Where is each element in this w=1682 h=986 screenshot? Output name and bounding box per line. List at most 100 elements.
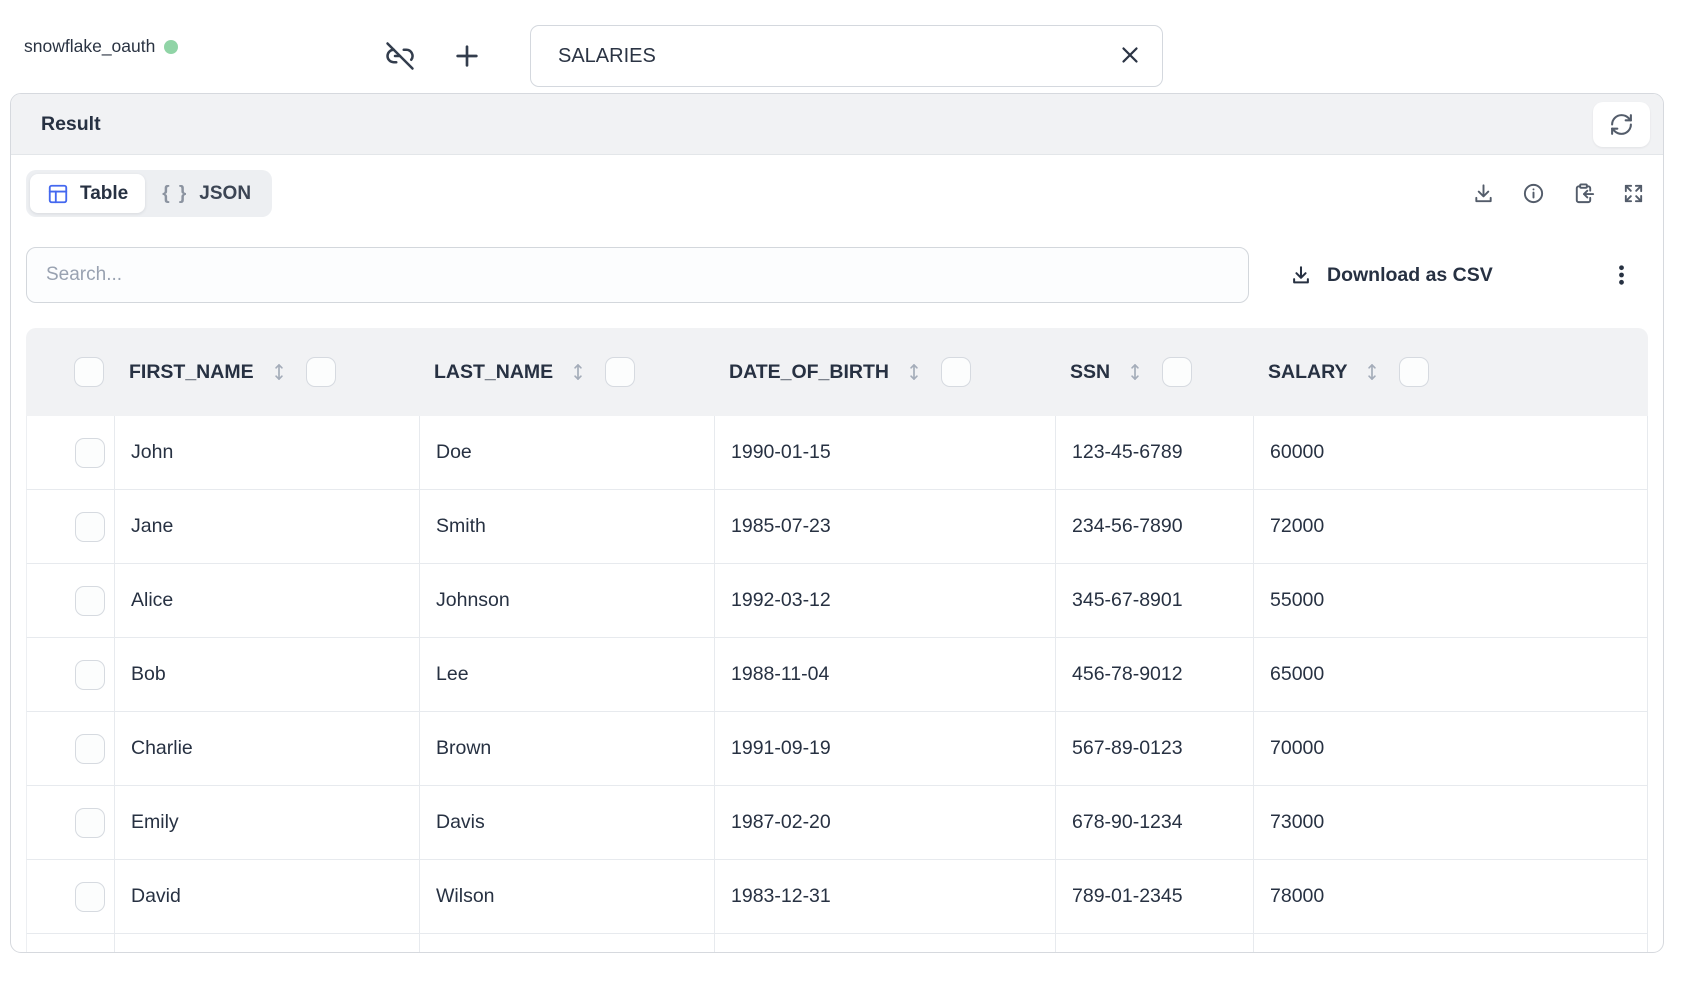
tab-json-label: JSON xyxy=(199,182,252,204)
cell-first_name: David xyxy=(114,860,419,933)
add-connection-button[interactable] xyxy=(450,39,484,73)
checkbox-cell xyxy=(27,934,114,952)
top-bar: snowflake_oauth xyxy=(0,0,1682,93)
sort-icon xyxy=(1131,364,1139,380)
expand-icon xyxy=(1624,184,1643,203)
table-row xyxy=(26,934,1649,952)
download-csv-label: Download as CSV xyxy=(1327,263,1493,286)
clipboard-paste-icon xyxy=(1575,183,1595,204)
table-row[interactable]: Alice Johnson 1992-03-12 345-67-8901 55000 xyxy=(26,564,1648,638)
column-checkbox[interactable] xyxy=(1162,357,1193,387)
column-header-ssn: SSN xyxy=(1054,328,1252,416)
cell-salary: 65000 xyxy=(1253,638,1649,711)
checkbox-cell xyxy=(26,328,113,416)
sort-button[interactable] xyxy=(568,361,588,383)
cell-empty xyxy=(1253,934,1649,952)
checkbox-cell xyxy=(27,860,114,933)
checkbox-cell xyxy=(27,786,114,859)
column-label: LAST_NAME xyxy=(434,360,554,383)
cell-last_name: Johnson xyxy=(419,564,714,637)
sort-button[interactable] xyxy=(1362,361,1382,383)
clear-table-name-button[interactable] xyxy=(1115,41,1145,71)
select-all-checkbox[interactable] xyxy=(74,357,104,387)
sort-icon xyxy=(1368,364,1377,380)
cell-first_name: Jane xyxy=(114,490,419,563)
tab-json[interactable]: { } JSON xyxy=(145,174,268,213)
copy-to-clipboard-button[interactable] xyxy=(1572,182,1595,205)
sort-button[interactable] xyxy=(269,361,289,383)
cell-first_name: John xyxy=(114,416,419,489)
cell-last_name: Davis xyxy=(419,786,714,859)
tab-table[interactable]: Table xyxy=(30,174,146,213)
cell-ssn: 567-89-0123 xyxy=(1055,712,1253,785)
column-checkbox[interactable] xyxy=(305,357,336,387)
table-name-field xyxy=(530,25,1163,87)
connection-selector[interactable]: snowflake_oauth xyxy=(24,0,179,93)
more-options-button[interactable] xyxy=(1608,260,1634,290)
table-row[interactable]: Bob Lee 1988-11-04 456-78-9012 65000 xyxy=(26,638,1648,712)
cell-salary: 78000 xyxy=(1253,860,1649,933)
download-icon xyxy=(1475,184,1492,203)
table-row[interactable]: David Wilson 1983-12-31 789-01-2345 78000 xyxy=(26,860,1648,934)
table-name-input[interactable] xyxy=(530,25,1163,87)
cell-ssn: 789-01-2345 xyxy=(1055,860,1253,933)
row-checkbox[interactable] xyxy=(75,733,105,764)
column-checkbox[interactable] xyxy=(1399,357,1430,387)
sort-icon xyxy=(910,364,918,380)
checkbox-cell xyxy=(27,416,114,489)
table-row[interactable]: John Doe 1990-01-15 123-45-6789 60000 xyxy=(26,416,1648,490)
refresh-button[interactable] xyxy=(1593,101,1650,147)
checkbox-cell xyxy=(27,490,114,563)
info-button[interactable] xyxy=(1522,182,1545,205)
sort-button[interactable] xyxy=(904,361,924,383)
row-checkbox[interactable] xyxy=(75,585,105,616)
disconnect-button[interactable] xyxy=(384,40,416,72)
cell-ssn: 234-56-7890 xyxy=(1055,490,1253,563)
cell-date_of_birth: 1988-11-04 xyxy=(714,638,1055,711)
sort-button[interactable] xyxy=(1125,361,1145,383)
checkbox-cell xyxy=(27,564,114,637)
cell-empty xyxy=(714,934,1055,952)
refresh-icon xyxy=(1611,113,1632,135)
cell-first_name: Emily xyxy=(114,786,419,859)
row-checkbox[interactable] xyxy=(75,437,105,468)
close-icon xyxy=(1122,46,1138,63)
cell-date_of_birth: 1992-03-12 xyxy=(714,564,1055,637)
checkbox-cell xyxy=(27,638,114,711)
search-input[interactable] xyxy=(26,247,1249,303)
cell-date_of_birth: 1983-12-31 xyxy=(714,860,1055,933)
cell-ssn: 345-67-8901 xyxy=(1055,564,1253,637)
column-checkbox[interactable] xyxy=(605,357,636,387)
panel-title: Result xyxy=(41,112,101,135)
row-checkbox[interactable] xyxy=(75,659,105,690)
sort-icon xyxy=(574,364,582,380)
cell-salary: 73000 xyxy=(1253,786,1649,859)
row-checkbox[interactable] xyxy=(75,807,105,838)
cell-salary: 55000 xyxy=(1253,564,1649,637)
connection-name: snowflake_oauth xyxy=(24,36,156,56)
result-table: FIRST_NAME LAST_NAME DATE_OF_BIRTH SSN SALAR… xyxy=(26,328,1649,952)
cell-date_of_birth: 1990-01-15 xyxy=(714,416,1055,489)
column-header-date_of_birth: DATE_OF_BIRTH xyxy=(713,328,1054,416)
column-label: SALARY xyxy=(1268,360,1348,383)
column-label: SSN xyxy=(1070,360,1111,383)
column-header-salary: SALARY xyxy=(1252,328,1648,416)
view-tabs: Table { } JSON xyxy=(26,170,273,217)
column-checkbox[interactable] xyxy=(940,357,971,387)
sort-icon xyxy=(274,364,283,380)
row-checkbox[interactable] xyxy=(75,511,105,542)
download-button[interactable] xyxy=(1472,182,1495,205)
unlink-icon xyxy=(386,42,414,70)
table-row[interactable]: Charlie Brown 1991-09-19 567-89-0123 70000 xyxy=(26,712,1648,786)
column-label: DATE_OF_BIRTH xyxy=(729,360,889,383)
download-csv-button[interactable]: Download as CSV xyxy=(1290,264,1493,287)
table-row[interactable]: Emily Davis 1987-02-20 678-90-1234 73000 xyxy=(26,786,1648,860)
table-icon xyxy=(48,184,68,203)
connection-status-dot xyxy=(164,39,179,54)
cell-date_of_birth: 1987-02-20 xyxy=(714,786,1055,859)
expand-button[interactable] xyxy=(1622,182,1645,205)
cell-ssn: 678-90-1234 xyxy=(1055,786,1253,859)
table-row[interactable]: Jane Smith 1985-07-23 234-56-7890 72000 xyxy=(26,490,1648,564)
row-checkbox[interactable] xyxy=(75,881,105,912)
